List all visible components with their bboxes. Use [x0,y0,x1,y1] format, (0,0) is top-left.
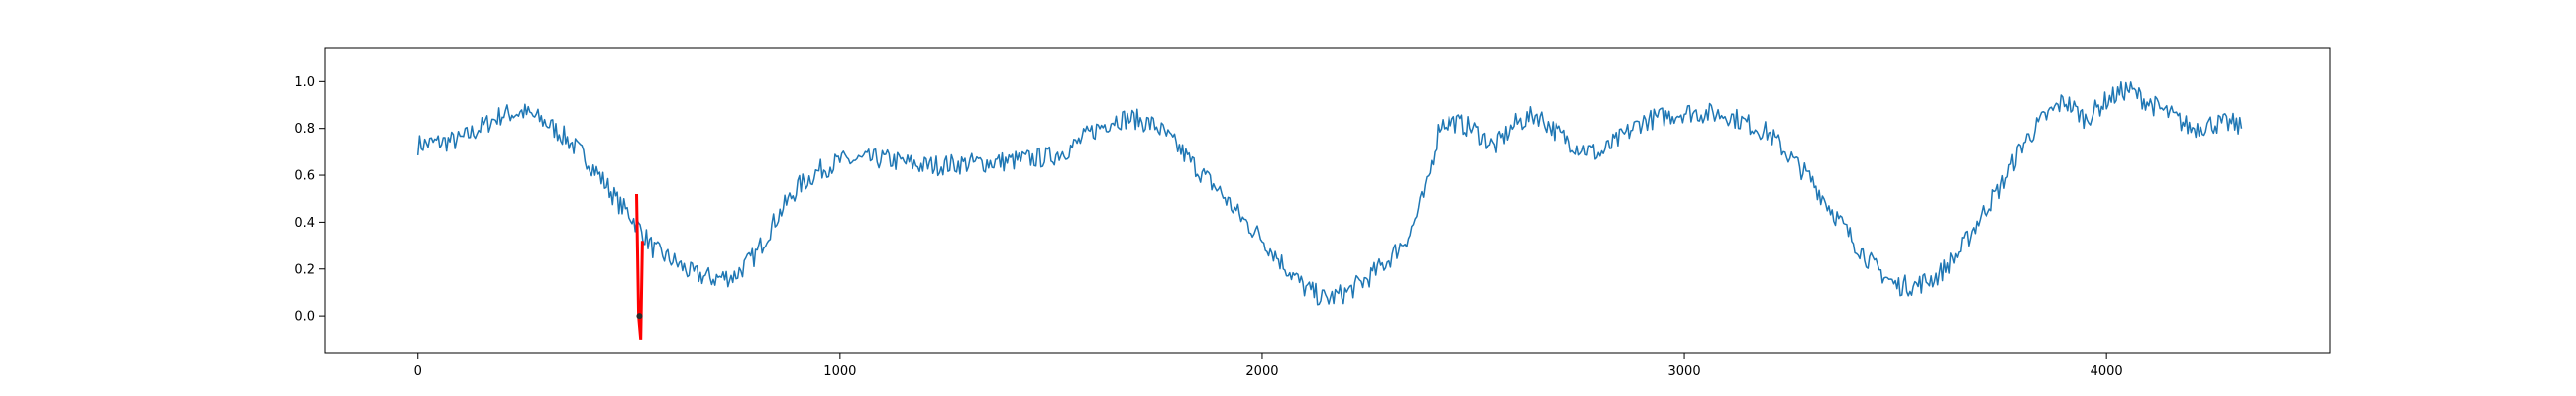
x-tick-label: 0 [414,364,422,379]
series-line [416,80,2243,306]
x-tick-label: 4000 [2091,364,2123,379]
x-tick-label: 1000 [823,364,856,379]
y-tick-label: 0.6 [294,169,315,184]
y-tick-label: 0.8 [294,122,315,137]
y-axis: 0.0 0.2 0.4 0.6 0.8 1.0 [294,75,325,325]
anomaly-marker [636,313,643,320]
y-tick-label: 0.4 [294,216,315,231]
highlight-segment [635,193,644,340]
y-tick-label: 1.0 [294,75,315,90]
plot-frame [324,47,2331,354]
plot-area [416,80,2243,340]
y-tick-label: 0.0 [294,310,315,325]
x-axis: 0 1000 2000 3000 4000 [414,353,2123,379]
y-tick-label: 0.2 [294,262,315,277]
x-tick-label: 3000 [1668,364,1701,379]
x-tick-label: 2000 [1245,364,1278,379]
